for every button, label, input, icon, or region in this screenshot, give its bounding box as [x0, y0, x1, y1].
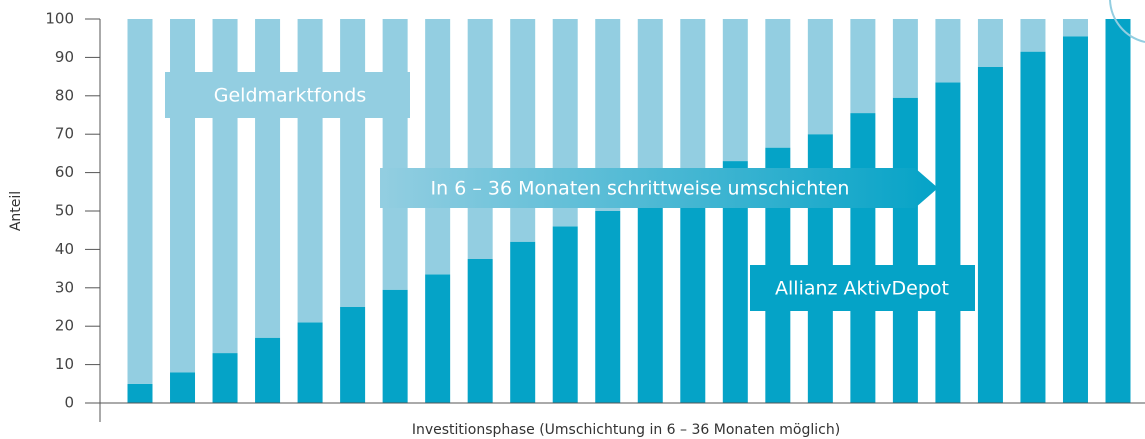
- arrow-banner: [380, 168, 938, 208]
- y-tick-label: 80: [55, 86, 74, 104]
- bar-segment: [510, 241, 536, 403]
- bar-segment: [170, 372, 196, 403]
- bar-segment: [637, 195, 663, 403]
- y-tick-label: 40: [55, 240, 74, 258]
- label-box: [750, 265, 975, 311]
- y-axis-label: Anteil: [8, 191, 24, 231]
- y-tick-label: 20: [55, 317, 74, 335]
- y-tick-label: 10: [55, 355, 74, 373]
- bar-segment: [1020, 51, 1046, 403]
- bar-segment: [425, 19, 451, 275]
- bar-segment: [680, 19, 706, 181]
- bar-segment: [127, 19, 153, 384]
- bar-segment: [850, 113, 876, 403]
- annotation: Geldmarktfonds: [214, 85, 366, 107]
- bar-segment: [977, 67, 1003, 403]
- bar-segment: [467, 259, 493, 403]
- bar-segment: [212, 19, 238, 354]
- annotation: Allianz AktivDepot: [775, 278, 949, 300]
- bar-segment: [637, 19, 663, 196]
- bar-segment: [892, 97, 918, 403]
- y-tick-label: 100: [45, 10, 74, 28]
- bar-segment: [680, 180, 706, 403]
- bar-segment: [255, 337, 281, 403]
- bar-segment: [297, 19, 323, 323]
- bar-segment: [977, 19, 1003, 67]
- annotation: In 6 – 36 Monaten schrittweise umschicht…: [431, 178, 850, 200]
- bar-segment: [127, 383, 153, 403]
- bar-segment: [467, 19, 493, 259]
- label-box: [165, 72, 410, 118]
- bar-segment: [382, 19, 408, 290]
- y-tick-label: 60: [55, 163, 74, 181]
- x-axis-label: Investitionsphase (Umschichtung in 6 – 3…: [412, 422, 840, 438]
- bar-segment: [170, 19, 196, 373]
- bar-segment: [382, 289, 408, 403]
- bar-segment: [340, 307, 366, 403]
- y-tick-label: 90: [55, 48, 74, 66]
- y-tick-label: 50: [55, 202, 74, 220]
- decoration: [1109, 0, 1145, 43]
- bar-segment: [297, 322, 323, 403]
- bar-segment: [935, 19, 961, 83]
- bar-segment: [892, 19, 918, 98]
- bars: [127, 19, 1131, 404]
- bar-segment: [510, 19, 536, 242]
- y-tick-label: 30: [55, 278, 74, 296]
- bar-segment: [340, 19, 366, 307]
- bar-segment: [1020, 19, 1046, 52]
- bar-segment: [807, 19, 833, 135]
- bar-segment: [212, 353, 238, 403]
- bar-segment: [850, 19, 876, 114]
- bar-segment: [765, 19, 791, 148]
- bar-segment: [722, 19, 748, 162]
- bar-segment: [1105, 19, 1131, 403]
- bar-segment: [552, 226, 578, 403]
- bar-segment: [1062, 36, 1088, 403]
- y-tick-label: 70: [55, 125, 74, 143]
- bar-segment: [595, 211, 621, 403]
- y-tick-label: 0: [64, 394, 74, 412]
- bar-segment: [425, 274, 451, 403]
- bar-segment: [1062, 19, 1088, 37]
- bar-segment: [255, 19, 281, 338]
- bar-segment: [935, 82, 961, 404]
